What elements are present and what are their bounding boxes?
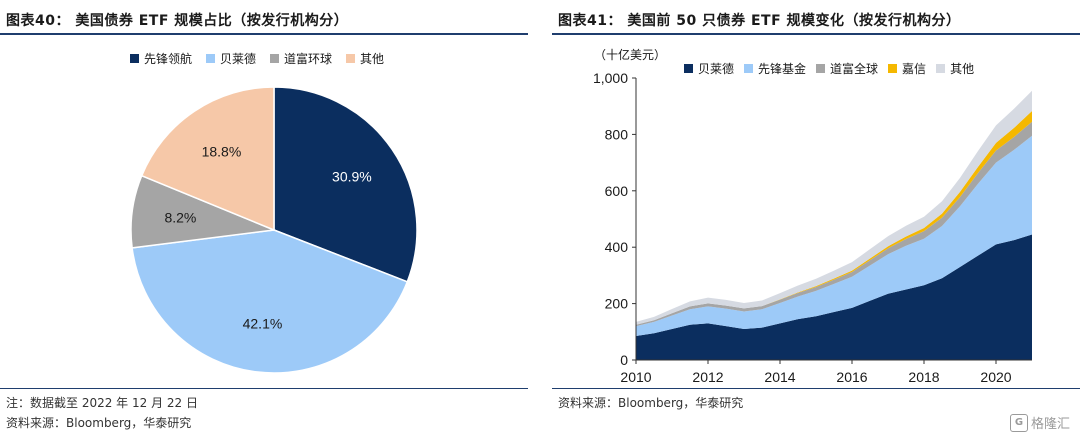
area-series-0 [636, 234, 1032, 360]
legend-swatch [816, 64, 826, 73]
pie-slice-0 [273, 86, 418, 283]
legend-label: 道富全球 [830, 62, 879, 76]
y-tick-label: 200 [605, 296, 629, 312]
legend-label: 嘉信 [902, 62, 927, 76]
right-chart-title: 图表41： 美国前 50 只债券 ETF 规模变化（按发行机构分） [558, 13, 961, 29]
legend-swatch [270, 54, 280, 63]
pie-slice-label-2: 8.2% [164, 210, 196, 226]
legend-item-area-0: 贝莱德 [684, 60, 734, 77]
legend-swatch [888, 64, 898, 73]
legend-label: 其他 [950, 62, 975, 76]
y-tick-label: 800 [605, 126, 629, 142]
legend-swatch [130, 54, 139, 63]
legend-item-pie-3: 其他 [346, 50, 384, 67]
left-title-rule [0, 33, 528, 35]
y-tick-label: 400 [605, 239, 629, 255]
y-tick-label: 1,000 [593, 70, 628, 86]
legend-item-area-4: 其他 [936, 60, 974, 77]
watermark-logo-icon: G [1009, 413, 1028, 432]
left-source: 资料来源：Bloomberg，华泰研究 [6, 416, 192, 430]
legend-swatch [684, 64, 693, 73]
pie-slice-label-3: 18.8% [202, 144, 242, 160]
x-tick-label: 2010 [620, 369, 651, 385]
legend-item-pie-2: 道富环球 [270, 50, 332, 67]
watermark-text: 格隆汇 [1030, 417, 1070, 432]
left-chart-title: 图表40： 美国债券 ETF 规模占比（按发行机构分） [6, 13, 349, 29]
right-bottom-rule [552, 388, 1080, 389]
legend-item-pie-0: 先锋领航 [130, 50, 192, 67]
area-series-4 [636, 90, 1032, 325]
x-tick-label: 2020 [980, 369, 1011, 385]
left-panel: 图表40： 美国债券 ETF 规模占比（按发行机构分） 先锋领航 贝莱德 道富环球 其… [0, 0, 528, 440]
pie-legend: 先锋领航 贝莱德 道富环球 其他 [130, 50, 384, 67]
legend-swatch [936, 64, 946, 73]
watermark: G 格隆汇 [1009, 413, 1070, 432]
y-tick-label: 600 [605, 183, 629, 199]
x-tick-label: 2014 [764, 369, 795, 385]
y-tick-label: 0 [620, 352, 628, 368]
area-legend: 贝莱德 先锋基金 道富全球 嘉信 其他 [684, 60, 974, 77]
left-bottom-rule [0, 388, 528, 389]
pie-chart: 30.9% 42.1% 8.2% 18.8% [130, 86, 418, 374]
pie-slice-3 [140, 86, 275, 232]
legend-swatch [346, 54, 356, 63]
legend-item-area-3: 嘉信 [888, 60, 926, 77]
pie-slice-label-0: 30.9% [332, 169, 372, 185]
area-y-unit-label: （十亿美元） [594, 48, 667, 62]
legend-label: 道富环球 [284, 52, 333, 66]
pie-slice-label-1: 42.1% [243, 316, 283, 332]
right-panel: 图表41： 美国前 50 只债券 ETF 规模变化（按发行机构分） （十亿美元）… [552, 0, 1080, 440]
x-tick-label: 2018 [908, 369, 939, 385]
right-title-rule [552, 33, 1080, 35]
left-note: 注：数据截至 2022 年 12 月 22 日 [6, 396, 198, 410]
area-series-1 [636, 135, 1032, 337]
right-source: 资料来源：Bloomberg，华泰研究 [558, 396, 744, 410]
legend-swatch [206, 54, 216, 63]
legend-item-area-1: 先锋基金 [744, 60, 806, 77]
pie-slice-1 [131, 229, 409, 374]
x-tick-label: 2012 [692, 369, 723, 385]
legend-label: 先锋基金 [758, 62, 807, 76]
area-chart: 0 200 400 600 800 1,000 2010 2012 2014 2016 2018 20… [593, 70, 1032, 385]
legend-label: 贝莱德 [698, 62, 735, 76]
legend-label: 先锋领航 [144, 52, 193, 66]
legend-label: 其他 [360, 52, 385, 66]
legend-item-area-2: 道富全球 [816, 60, 878, 77]
legend-swatch [744, 64, 754, 73]
legend-item-pie-1: 贝莱德 [206, 50, 256, 67]
x-tick-label: 2016 [836, 369, 867, 385]
legend-label: 贝莱德 [220, 52, 257, 66]
